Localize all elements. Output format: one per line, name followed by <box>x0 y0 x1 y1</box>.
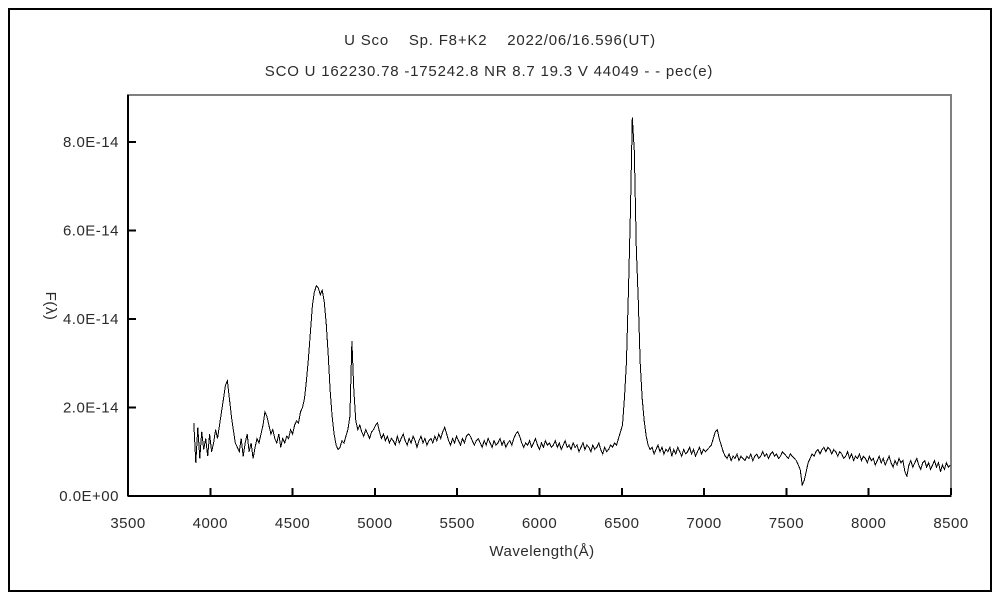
chart-title: U Sco Sp. F8+K2 2022/06/16.596(UT) <box>344 32 656 49</box>
y-axis-label: F(λ) <box>42 292 59 321</box>
x-tick-label: 4000 <box>193 515 228 532</box>
chart-subtitle: SCO U 162230.78 -175242.8 NR 8.7 19.3 V … <box>265 63 713 80</box>
x-tick-label: 8000 <box>851 515 886 532</box>
x-tick-label: 4500 <box>275 515 310 532</box>
x-tick-label: 6500 <box>604 515 639 532</box>
y-tick-label: 2.0E-14 <box>63 400 119 417</box>
y-tick-label: 4.0E-14 <box>63 311 119 328</box>
x-tick-label: 8500 <box>933 515 968 532</box>
outer-border <box>8 8 992 592</box>
x-tick-label: 6000 <box>522 515 557 532</box>
x-axis-ticks: 3500 4000 4500 5000 5500 6000 6500 7000 7500 8000… <box>110 488 968 532</box>
y-tick-label: 6.0E-14 <box>63 222 119 239</box>
spectrum-line <box>193 117 951 487</box>
plot-frame <box>127 94 952 497</box>
y-axis-ticks: 0.0E+00 2.0E-14 4.0E-14 6.0E-14 8.0E-14 <box>59 134 136 505</box>
x-tick-label: 7500 <box>769 515 804 532</box>
y-tick-label: 0.0E+00 <box>59 488 119 505</box>
x-tick-label: 5500 <box>440 515 475 532</box>
y-tick-label: 8.0E-14 <box>63 134 119 151</box>
x-tick-label: 7000 <box>686 515 721 532</box>
x-tick-label: 3500 <box>110 515 145 532</box>
x-axis-label: Wavelength(Å) <box>489 543 594 560</box>
x-tick-label: 5000 <box>357 515 392 532</box>
